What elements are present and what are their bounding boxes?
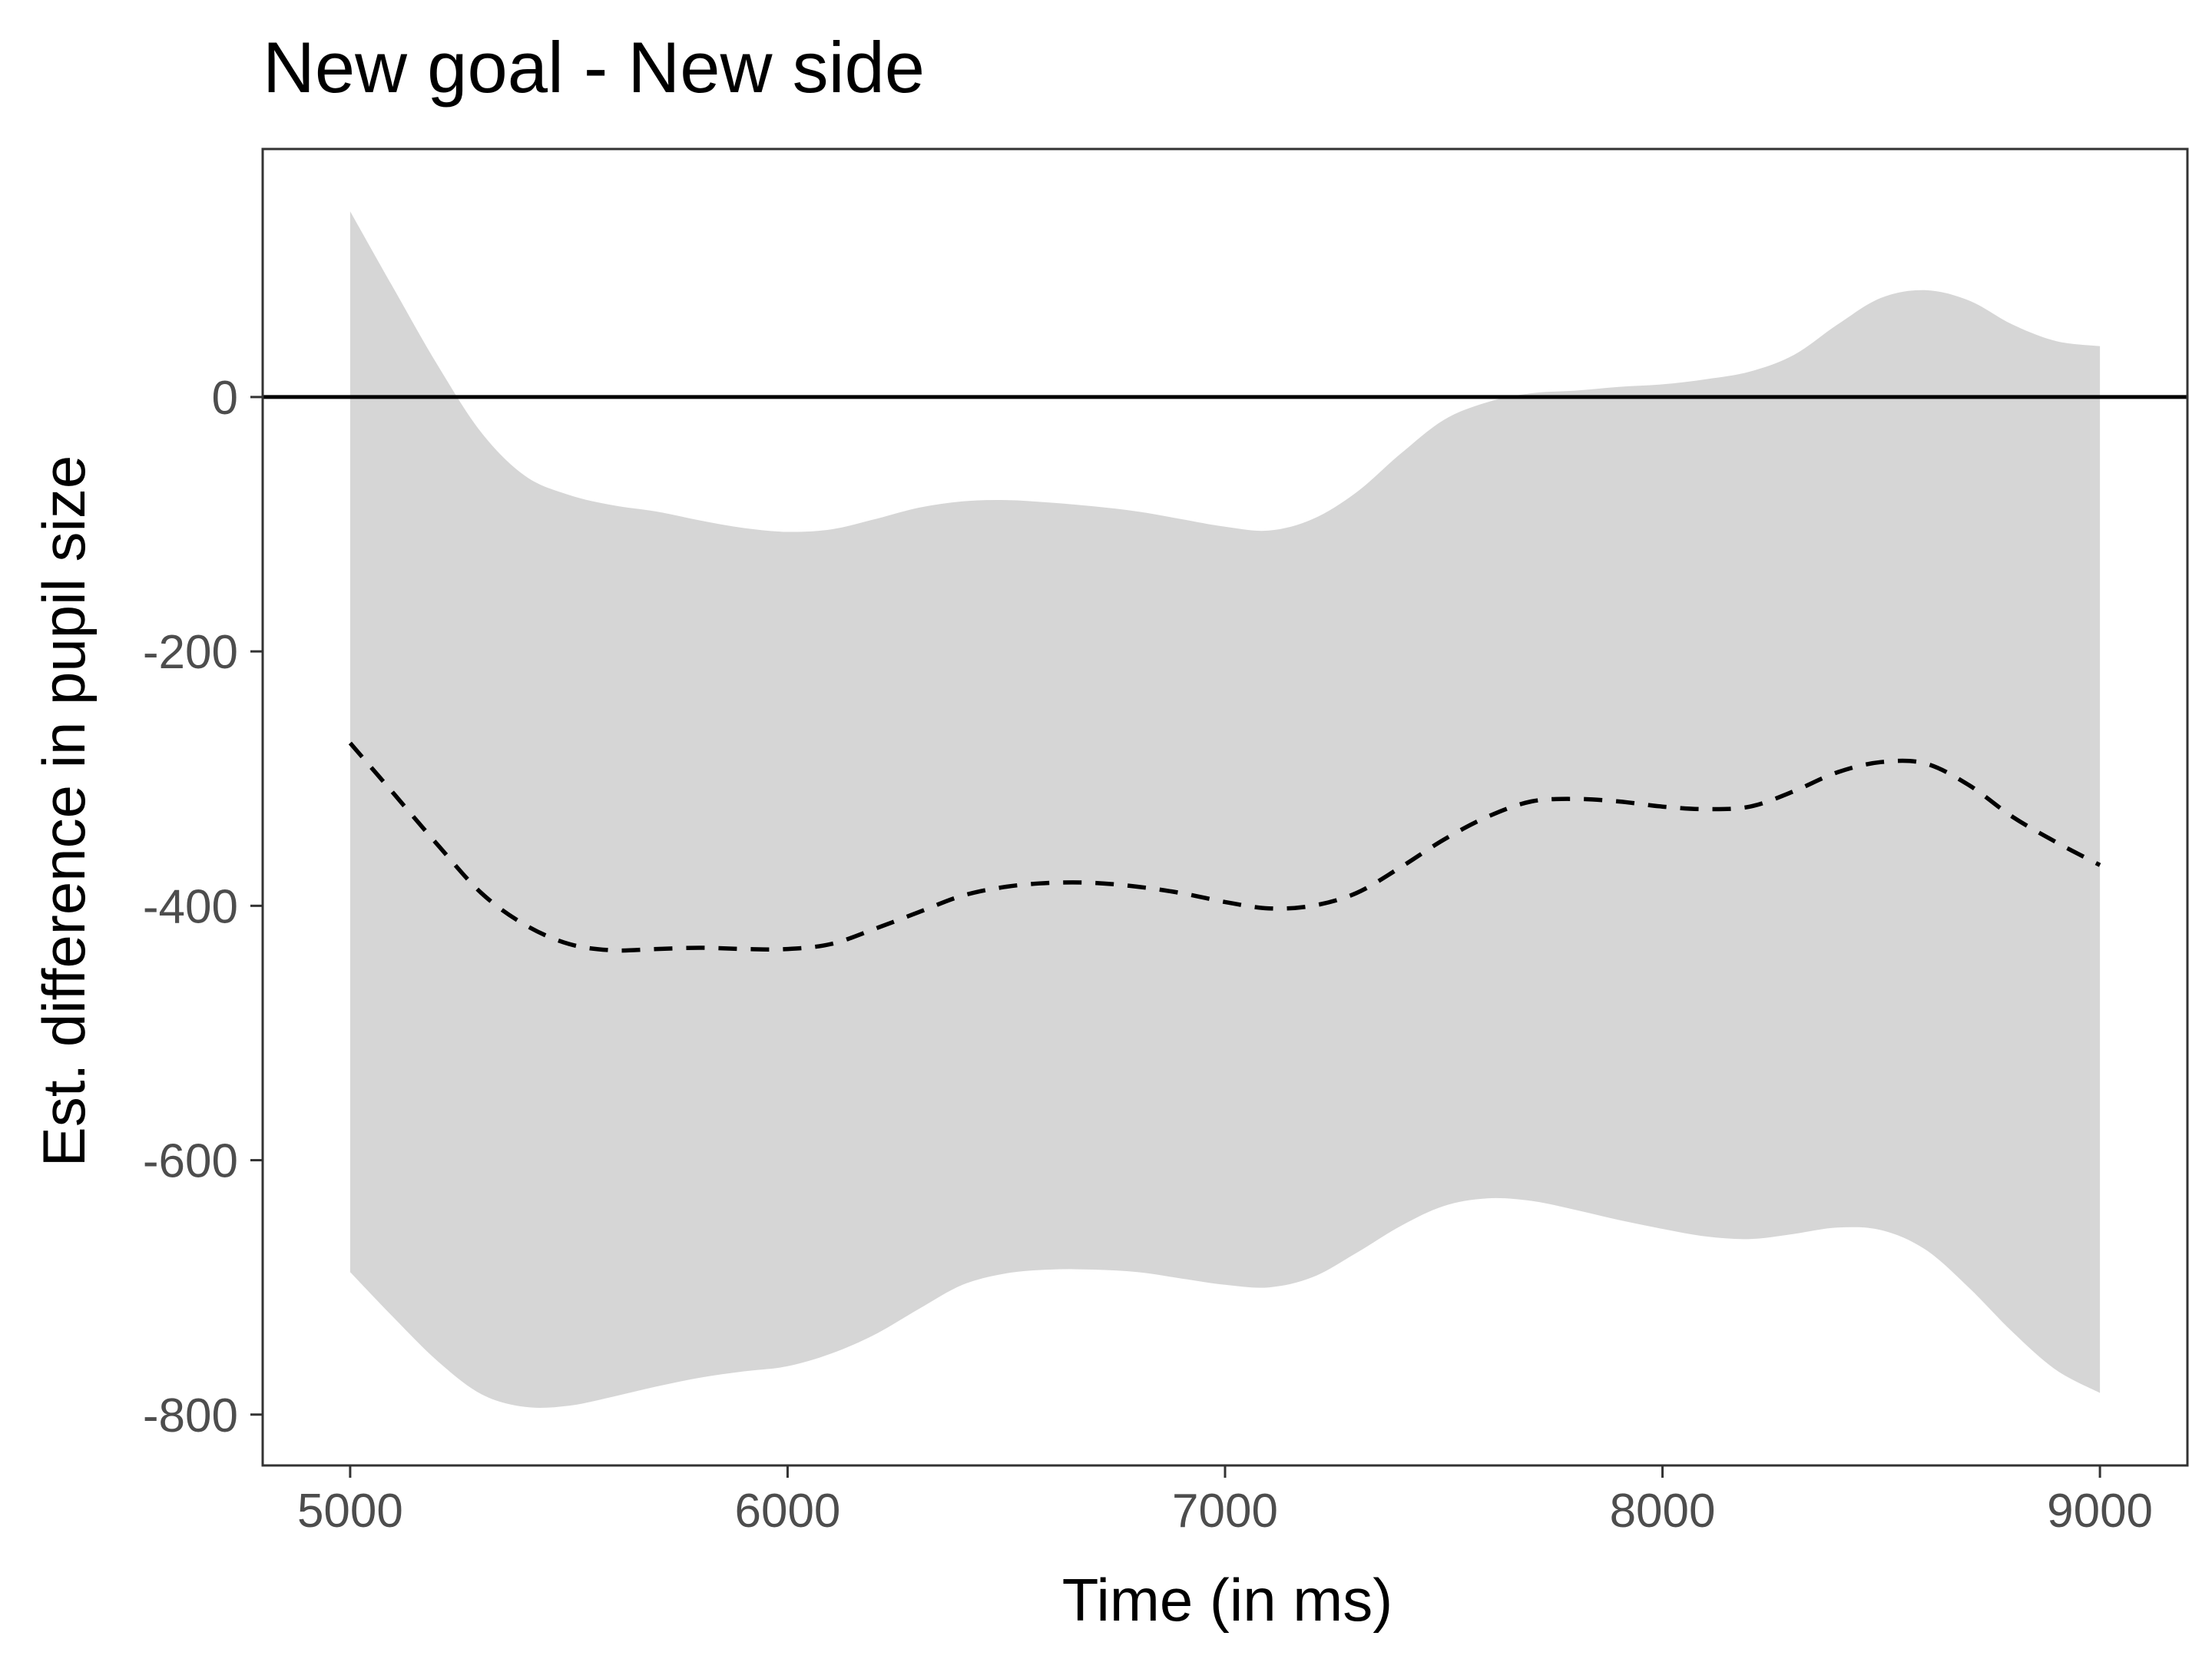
y-axis-title: Est. difference in pupil size	[30, 455, 98, 1167]
x-tick-label: 7000	[1172, 1485, 1278, 1538]
x-tick-label: 5000	[297, 1485, 403, 1538]
plot-area	[263, 211, 2187, 1408]
y-tick-label: -600	[143, 1135, 238, 1188]
x-tick-label: 9000	[2047, 1485, 2153, 1538]
confidence-band	[349, 211, 2101, 1408]
y-tick-label: -200	[143, 626, 238, 679]
estimate-line	[348, 741, 2101, 953]
y-tick-label: -400	[143, 880, 238, 933]
y-tick-label: 0	[212, 372, 238, 425]
x-axis-title: Time (in ms)	[1062, 1566, 1392, 1634]
axes: 5000 6000 7000 8000 9000 0 -200 -400 -600 -800	[143, 147, 2189, 1538]
chart-title: New goal - New side	[263, 27, 925, 108]
y-tick-label: -800	[143, 1389, 238, 1442]
x-tick-label: 6000	[734, 1485, 840, 1538]
x-tick-label: 8000	[1610, 1485, 1716, 1538]
